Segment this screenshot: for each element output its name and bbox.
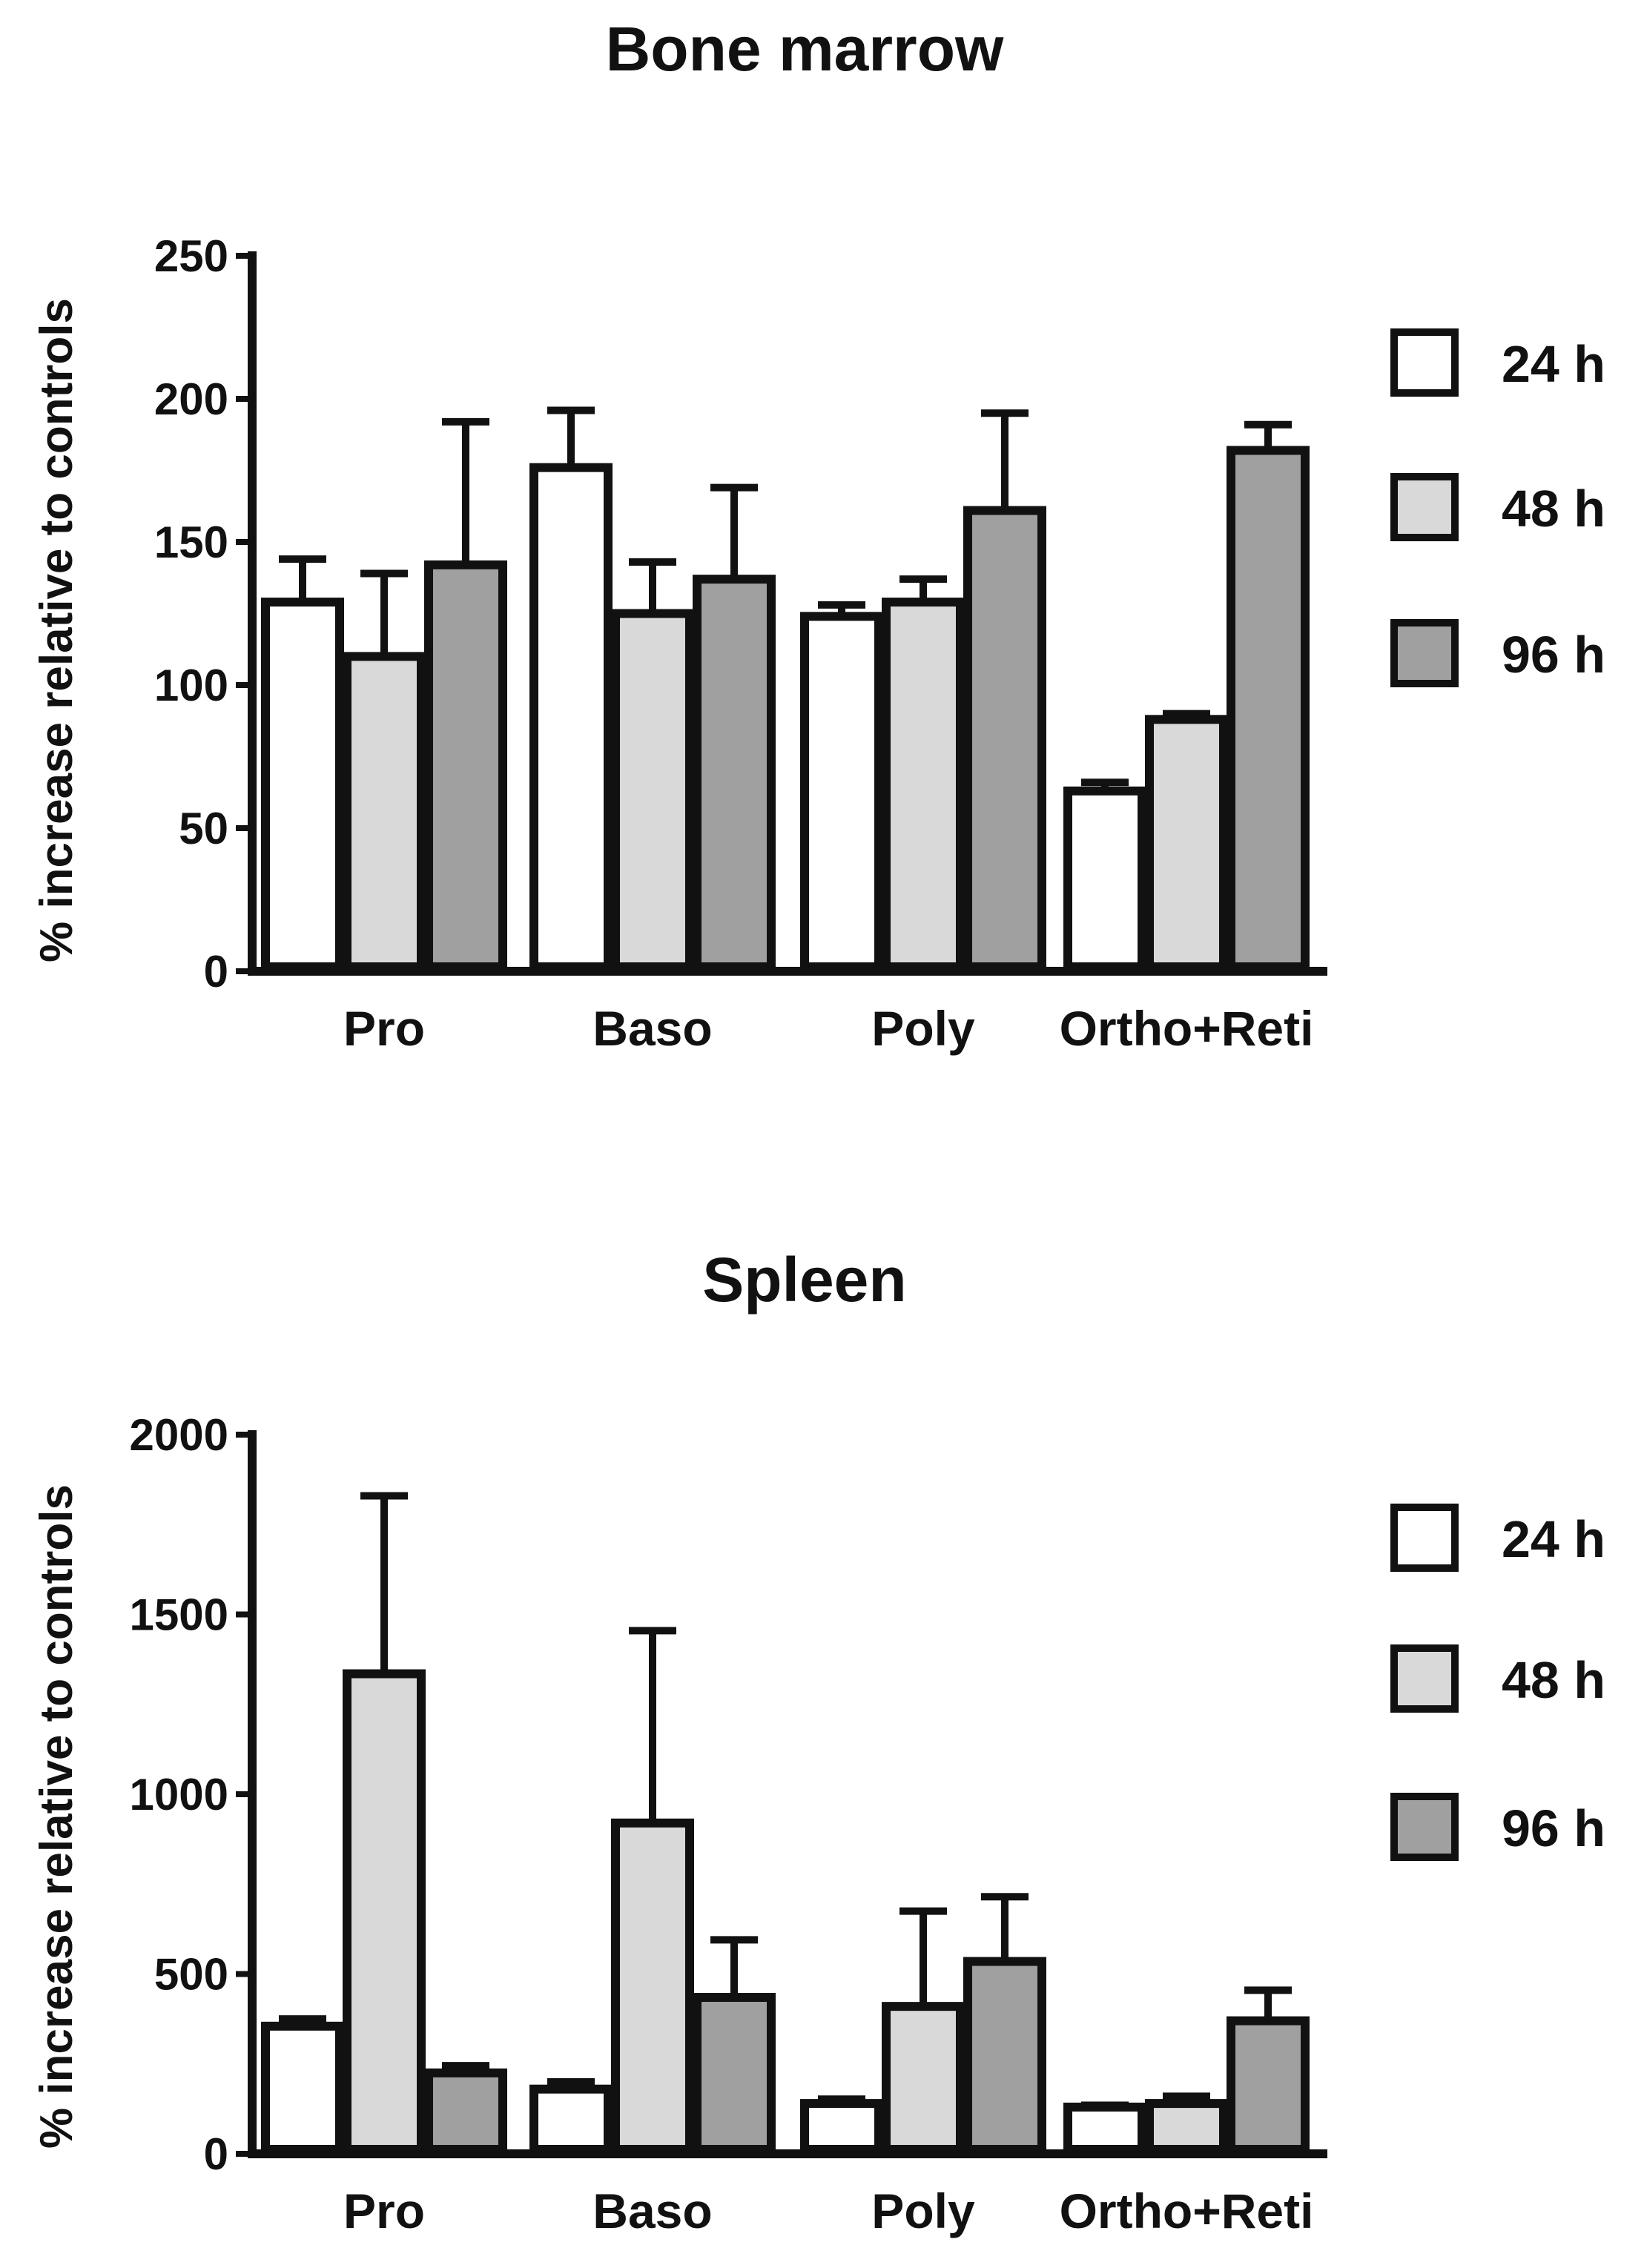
legend-swatch xyxy=(1390,619,1459,687)
bone-marrow-chart: Bone marrow % increase relative to contr… xyxy=(31,14,1605,1056)
legend-swatch xyxy=(1390,1504,1459,1572)
y-tick-label: 1000 xyxy=(130,1770,228,1819)
legend-swatch xyxy=(1390,473,1459,541)
y-tick-label: 50 xyxy=(179,804,228,853)
y-tick-label: 150 xyxy=(154,518,228,567)
bars xyxy=(261,406,1310,972)
bar xyxy=(261,2021,344,2154)
y-tick-label: 2000 xyxy=(130,1410,228,1460)
bars xyxy=(261,1492,1310,2155)
bar xyxy=(529,2084,613,2154)
x-category-label: Pro xyxy=(343,1001,425,1056)
x-axis-categories: Pro Baso Poly Ortho+Reti xyxy=(343,2183,1313,2238)
y-tick-label: 1500 xyxy=(130,1590,228,1640)
bar xyxy=(1145,715,1228,971)
bar xyxy=(693,1993,776,2154)
y-axis-ticks: 0 50 100 150 200 250 xyxy=(154,231,252,996)
bar xyxy=(261,598,344,971)
x-category-label: Baso xyxy=(592,1001,712,1056)
bar xyxy=(963,506,1046,971)
legend: 24 h 48 h 96 h xyxy=(1390,1504,1605,1861)
y-tick-label: 500 xyxy=(154,1950,228,2000)
bar xyxy=(611,1818,694,2155)
y-tick-label: 200 xyxy=(154,374,228,424)
legend-label: 96 h xyxy=(1502,626,1605,684)
legend-swatch xyxy=(1390,328,1459,397)
legend-swatch xyxy=(1390,1793,1459,1861)
bar xyxy=(693,575,776,971)
x-category-label: Poly xyxy=(871,1001,975,1056)
y-axis-ticks: 0 500 1000 1500 2000 xyxy=(130,1410,252,2179)
x-category-label: Ortho+Reti xyxy=(1060,2183,1314,2238)
bar xyxy=(800,2099,883,2155)
axes xyxy=(248,251,1327,976)
y-tick-label: 0 xyxy=(204,947,228,996)
axes xyxy=(248,1430,1327,2158)
chart-title: Spleen xyxy=(702,1245,906,1315)
y-tick-label: 0 xyxy=(204,2129,228,2179)
x-axis-categories: Pro Baso Poly Ortho+Reti xyxy=(343,1001,1313,1056)
bar xyxy=(882,2002,965,2154)
chart-title: Bone marrow xyxy=(606,14,1004,84)
bar xyxy=(1227,2016,1310,2155)
legend: 24 h 48 h 96 h xyxy=(1390,328,1605,687)
x-category-label: Pro xyxy=(343,2183,425,2238)
bar xyxy=(1145,2099,1228,2155)
bar xyxy=(424,560,507,971)
legend-label: 24 h xyxy=(1502,1510,1605,1568)
bar xyxy=(343,1669,426,2154)
legend-label: 48 h xyxy=(1502,480,1605,538)
y-axis-label: % increase relative to controls xyxy=(31,298,82,962)
bar xyxy=(424,2068,507,2154)
legend-label: 24 h xyxy=(1502,335,1605,393)
bar xyxy=(1063,786,1146,971)
bar xyxy=(882,598,965,971)
bar xyxy=(611,609,694,971)
legend-label: 96 h xyxy=(1502,1799,1605,1857)
bar xyxy=(529,463,613,971)
y-tick-label: 100 xyxy=(154,661,228,710)
spleen-chart: Spleen % increase relative to controls 0… xyxy=(31,1245,1605,2238)
bar xyxy=(343,652,426,972)
legend-label: 48 h xyxy=(1502,1651,1605,1709)
y-tick-label: 250 xyxy=(154,231,228,281)
x-category-label: Poly xyxy=(871,2183,975,2238)
bar xyxy=(963,1957,1046,2154)
bar xyxy=(1063,2102,1146,2154)
y-axis-label: % increase relative to controls xyxy=(31,1484,82,2149)
legend-swatch xyxy=(1390,1644,1459,1713)
x-category-label: Baso xyxy=(592,2183,712,2238)
bar xyxy=(800,612,883,971)
x-category-label: Ortho+Reti xyxy=(1060,1001,1314,1056)
bar xyxy=(1227,446,1310,971)
